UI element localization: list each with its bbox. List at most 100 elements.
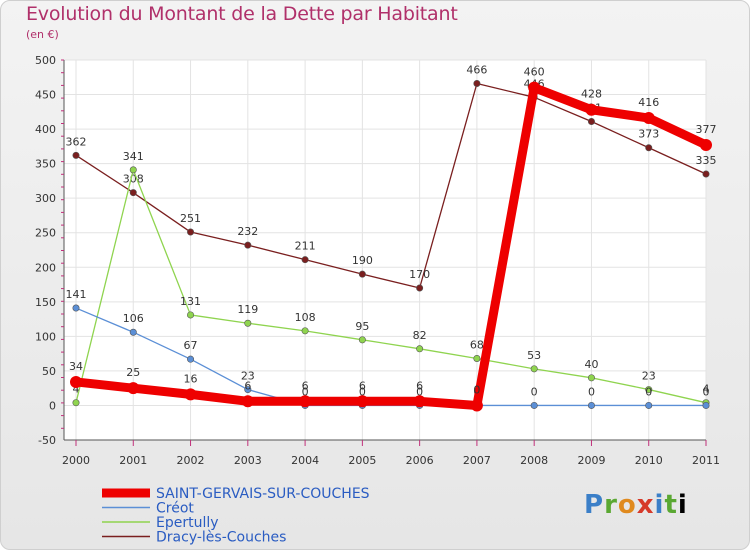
- series-point: [299, 395, 312, 408]
- data-label: 232: [237, 225, 258, 238]
- data-label: 40: [584, 358, 598, 371]
- data-label: 0: [359, 385, 366, 398]
- legend-label: Créot: [156, 501, 194, 517]
- data-label: 460: [524, 66, 545, 79]
- y-tick-label: 300: [35, 192, 56, 205]
- series-point: [413, 395, 426, 408]
- x-tick-label: 2009: [577, 454, 605, 467]
- series-point: [129, 189, 137, 197]
- series-line-dracy-l-s-couches: [75, 82, 707, 289]
- data-label: 4: [73, 383, 80, 396]
- proxiti-logo: Proxiti: [584, 490, 688, 520]
- series-point: [72, 304, 80, 312]
- plot-area: [64, 60, 706, 440]
- data-label: 362: [66, 135, 87, 148]
- data-label: 6: [244, 379, 251, 392]
- series-point: [244, 241, 252, 249]
- x-tick-label: 2006: [406, 454, 434, 467]
- chart-subtitle: (en €): [26, 28, 59, 41]
- data-label: 170: [409, 268, 430, 281]
- series-point: [645, 401, 653, 409]
- series-point: [587, 374, 595, 382]
- x-tick-label: 2007: [463, 454, 491, 467]
- data-label: 466: [466, 63, 487, 76]
- data-label: 416: [638, 96, 659, 109]
- series-point: [530, 401, 538, 409]
- y-tick-label: 200: [35, 261, 56, 274]
- data-label: 141: [66, 288, 87, 301]
- data-label: 377: [696, 123, 717, 136]
- series-point: [241, 395, 254, 408]
- data-label: 4: [703, 383, 710, 396]
- series-point: [416, 284, 424, 292]
- y-tick-label: 150: [35, 296, 56, 309]
- data-label: 0: [531, 385, 538, 398]
- data-label: 25: [126, 366, 140, 379]
- y-tick-label: 450: [35, 89, 56, 102]
- y-tick-label: 0: [49, 399, 56, 412]
- data-label: 428: [581, 88, 602, 101]
- legend-label: SAINT-GERVAIS-SUR-COUCHES: [156, 486, 370, 502]
- legend-label: Dracy-lès-Couches: [156, 530, 286, 546]
- series-point: [587, 401, 595, 409]
- series-point: [301, 256, 309, 264]
- series-point: [530, 365, 538, 373]
- series-point: [645, 144, 653, 152]
- data-label: 108: [295, 311, 316, 324]
- x-tick-label: 2004: [291, 454, 319, 467]
- y-tick-label: 50: [42, 365, 56, 378]
- series-point: [642, 112, 655, 125]
- y-tick-label: 350: [35, 158, 56, 171]
- data-label: 0: [645, 385, 652, 398]
- data-label: 16: [184, 372, 198, 385]
- data-label: 68: [470, 338, 484, 351]
- y-tick-label: 250: [35, 227, 56, 240]
- series-point: [129, 328, 137, 336]
- data-label: 34: [69, 360, 83, 373]
- data-label: 0: [473, 383, 480, 396]
- data-label: 131: [180, 295, 201, 308]
- series-point: [301, 327, 309, 335]
- series-point: [184, 388, 197, 401]
- series-point: [187, 228, 195, 236]
- data-label: 53: [527, 349, 541, 362]
- data-label: 6: [302, 379, 309, 392]
- data-label: 95: [355, 320, 369, 333]
- x-tick-label: 2011: [692, 454, 720, 467]
- series-point: [702, 401, 710, 409]
- legend-label: Epertully: [156, 515, 219, 531]
- data-label: 211: [295, 240, 316, 253]
- x-tick-label: 2002: [177, 454, 205, 467]
- series-point: [129, 166, 137, 174]
- data-label: 6: [359, 379, 366, 392]
- series-point: [187, 355, 195, 363]
- series-point: [645, 386, 653, 394]
- series-line-epertully: [75, 169, 707, 404]
- x-tick-label: 2010: [635, 454, 663, 467]
- series-point: [72, 399, 80, 407]
- data-label: 308: [123, 173, 144, 186]
- series-point: [244, 319, 252, 327]
- series-point: [127, 382, 140, 395]
- series-line-saint-gervais-sur-couches: [71, 83, 711, 410]
- data-label: 0: [302, 385, 309, 398]
- data-label: 0: [588, 385, 595, 398]
- y-tick-label: 500: [35, 54, 56, 67]
- data-label: 67: [184, 339, 198, 352]
- series-point: [358, 336, 366, 344]
- data-label: 190: [352, 254, 373, 267]
- series-point: [70, 375, 82, 388]
- x-tick-label: 2001: [119, 454, 147, 467]
- series-point: [702, 170, 710, 178]
- y-tick-label: 400: [35, 123, 56, 136]
- y-tick-label: -50: [38, 434, 56, 447]
- data-label: 341: [123, 150, 144, 163]
- series-point: [187, 311, 195, 319]
- chart-title: Evolution du Montant de la Dette par Hab…: [26, 3, 458, 25]
- data-label: 6: [416, 379, 423, 392]
- series-point: [356, 395, 369, 408]
- data-label: 0: [416, 385, 423, 398]
- data-label: 82: [413, 329, 427, 342]
- series-point: [585, 103, 598, 116]
